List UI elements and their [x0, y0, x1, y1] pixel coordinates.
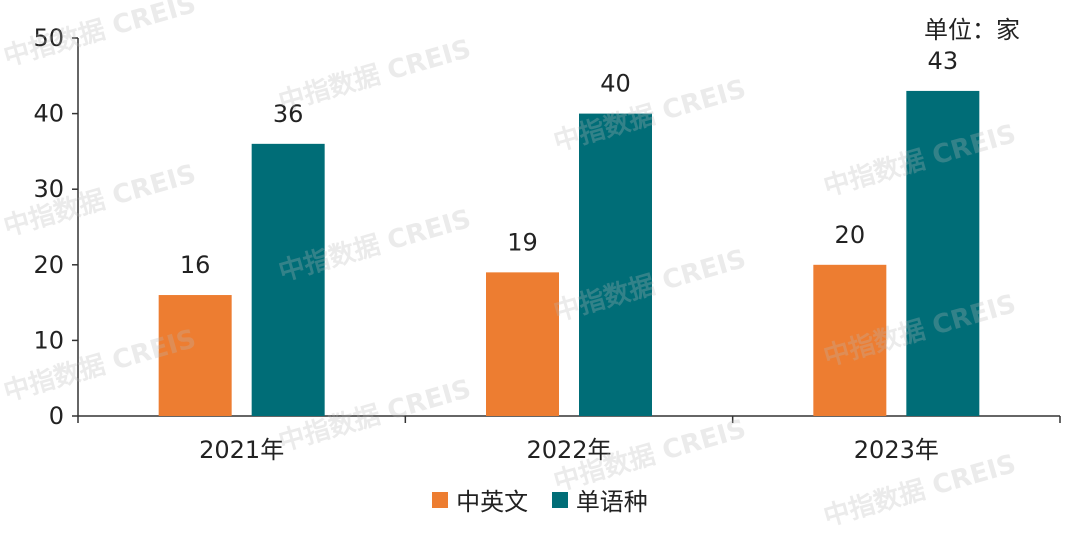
bar-chart: 0 10 20 30 40 50 2021年 16 36 2022年 19 40 2023年 20 43	[33, 24, 1061, 464]
bar	[486, 272, 559, 416]
data-label: 43	[928, 47, 959, 75]
y-tick-label: 0	[49, 402, 64, 430]
x-tick-label: 2021年	[199, 436, 284, 464]
x-tick-label: 2022年	[526, 436, 611, 464]
bar	[158, 295, 232, 416]
legend-item-series-1: 中英文	[432, 482, 528, 517]
y-tick-label: 10	[33, 326, 64, 354]
legend-label-series-1: 中英文	[456, 488, 529, 516]
y-tick-label: 40	[33, 100, 64, 128]
y-tick-label: 50	[33, 24, 64, 52]
data-label: 20	[835, 221, 866, 249]
data-label: 40	[600, 70, 631, 98]
x-tick-label: 2023年	[854, 436, 939, 464]
bar	[813, 264, 887, 416]
data-label: 19	[507, 228, 538, 256]
y-tick-label: 20	[33, 251, 64, 279]
legend-item-series-2: 单语种	[551, 482, 648, 517]
legend-swatch-series-2	[551, 491, 568, 508]
data-label: 36	[273, 100, 304, 128]
unit-label: 单位：家	[924, 16, 1020, 44]
legend-label-series-2: 单语种	[575, 488, 648, 516]
legend-swatch-series-1	[432, 491, 449, 508]
y-tick-label: 30	[33, 175, 64, 203]
data-label: 16	[180, 251, 211, 279]
bar	[251, 143, 325, 416]
legend: 中英文 单语种	[0, 482, 1080, 517]
bar	[906, 90, 980, 417]
bar	[579, 113, 652, 416]
